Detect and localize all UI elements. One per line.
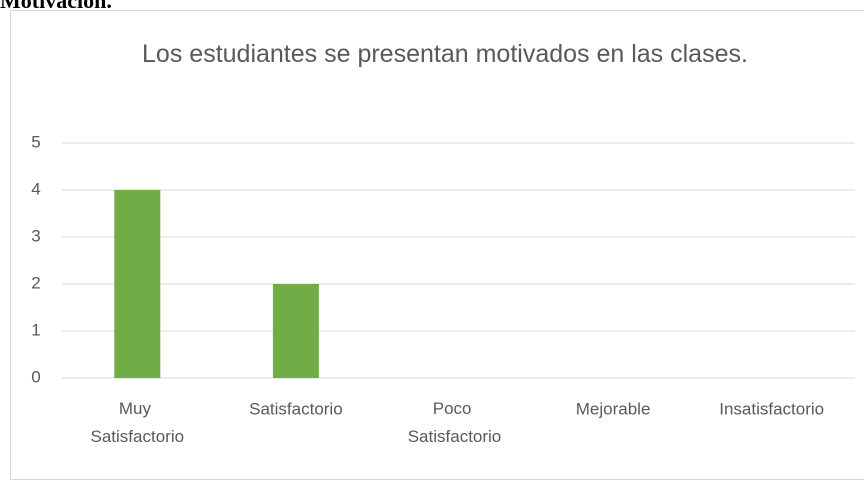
x-tick-label: Insatisfactorio xyxy=(719,399,824,418)
heading: Motivación. xyxy=(0,0,112,13)
y-tick-label: 1 xyxy=(31,320,40,339)
chart-title: Los estudiantes se presentan motivados e… xyxy=(142,40,748,68)
y-tick-label: 2 xyxy=(31,273,40,292)
chart: 0 1 2 3 4 5 Muy Satisfactorio Satisfactorio Poco… xyxy=(31,132,855,446)
bar xyxy=(272,284,319,378)
x-tick-label: Mejorable xyxy=(576,399,651,418)
x-tick-label: Poco Satisfactorio xyxy=(408,399,502,446)
x-tick-label: Satisfactorio xyxy=(249,399,343,418)
y-tick-label: 5 xyxy=(31,132,40,151)
y-tick-label: 4 xyxy=(31,179,40,198)
y-tick-label: 0 xyxy=(31,367,40,386)
bar xyxy=(114,190,161,378)
x-tick-label: Muy Satisfactorio xyxy=(91,399,185,446)
y-tick-label: 3 xyxy=(31,226,40,245)
